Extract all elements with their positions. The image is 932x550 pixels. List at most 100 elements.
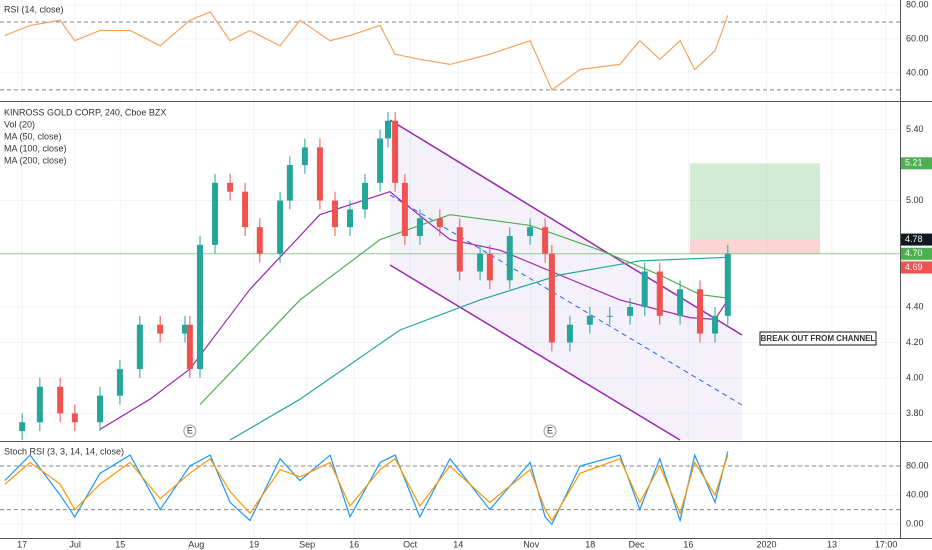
candle-body [116,369,123,396]
candle-body [57,386,64,414]
candle-body [242,191,249,228]
legend-entry: MA (50, close) [4,131,62,141]
candle-body [401,182,408,237]
price-badge-label: 4.78 [905,234,923,244]
x-tick-label: 18 [585,539,595,549]
y-tick-label: 4.20 [906,337,924,347]
candle-body [527,227,534,237]
candle-body [301,147,308,166]
candle-body [724,253,731,316]
target-zone [689,163,820,240]
x-tick-label: 15 [115,539,125,549]
legend-entry: MA (100, close) [4,143,67,153]
candle-body [136,324,143,370]
candle-body [656,271,663,316]
annotation: BREAK OUT FROM CHANNEL [761,334,876,343]
candle-body [542,227,549,254]
earnings-label: E [187,425,193,435]
y-tick-label: 40.00 [906,67,929,77]
y-tick-label: 5.40 [906,124,924,134]
candle-body [677,289,684,316]
candle-body [316,147,323,201]
candle-body [186,324,193,370]
y-tick-label: 40.00 [906,489,929,499]
price-badge [901,233,932,246]
price-badge-label: 4.69 [905,262,923,272]
x-tick-label: 13 [827,539,837,549]
y-tick-label: 4.00 [906,372,924,382]
earnings-marker [543,424,557,438]
candle-body [384,120,391,139]
y-tick-label: 5.00 [906,195,924,205]
candle-body [286,165,293,201]
candle-body [641,271,648,307]
candle-body [627,306,634,316]
x-tick-label: 16 [683,539,693,549]
x-tick-label: 17 [17,539,27,549]
earnings-label: E [547,425,553,435]
candle-body [712,315,719,334]
candle-body [586,315,593,325]
candle-body [256,227,263,254]
candle-body [377,138,384,183]
x-tick-label: 2020 [757,539,777,549]
x-tick-label: 16 [349,539,359,549]
x-tick-label: 17:00 [875,539,898,549]
price-badge-label: 5.21 [905,158,923,168]
candle-body [697,289,703,334]
price-badge [901,247,932,260]
x-tick-label: Nov [523,539,540,549]
candle-body [506,236,513,281]
x-tick-label: 14 [453,539,463,549]
series-line [4,454,729,522]
y-tick-label: 60.00 [906,33,929,43]
x-tick-label: Oct [403,539,418,549]
stop-zone [689,239,820,254]
series-line [4,11,729,91]
series-line [229,256,728,441]
candle-body [277,200,284,254]
candle-body [606,315,613,317]
candle-body [157,324,164,334]
x-tick-label: Aug [188,539,204,549]
x-tick-label: Dec [628,539,645,549]
y-tick-label: 80.00 [906,0,929,9]
candle-body [227,182,234,192]
candle-body [416,218,423,237]
y-tick-label: 4.40 [906,301,924,311]
annotation-box [759,331,877,346]
x-tick-label: Jul [69,539,81,549]
channel-upper [389,119,743,336]
candle-body [548,253,555,343]
price-badge-label: 4.70 [905,248,923,258]
candle-body [181,324,188,334]
candle-body [36,386,43,423]
candle-body [197,244,203,370]
volume-label: Vol (20) [4,119,35,129]
candle-body [456,227,463,272]
y-tick-label: 3.80 [906,408,924,418]
channel-fill [390,120,742,440]
candle-body [362,182,369,210]
x-tick-label: Sep [299,539,315,549]
legend-entry: MA (200, close) [4,155,67,165]
main-title: KINROSS GOLD CORP, 240, Cboe BZX [4,107,166,117]
price-badge [901,261,932,274]
candle-body [347,209,353,228]
earnings-marker [183,424,197,438]
y-tick-label: 0.00 [906,519,924,529]
candle-body [212,182,219,245]
rsi-title: RSI (14, close) [4,4,64,14]
candle-body [486,253,493,281]
candle-body [436,218,443,228]
y-tick-label: 80.00 [906,460,929,470]
stoch-title: Stoch RSI (3, 3, 14, 14, close) [4,446,124,456]
candle-body [566,324,573,343]
series-line [4,451,729,526]
candle-body [97,395,103,423]
candle-body [392,120,399,183]
candle-body [71,413,78,423]
